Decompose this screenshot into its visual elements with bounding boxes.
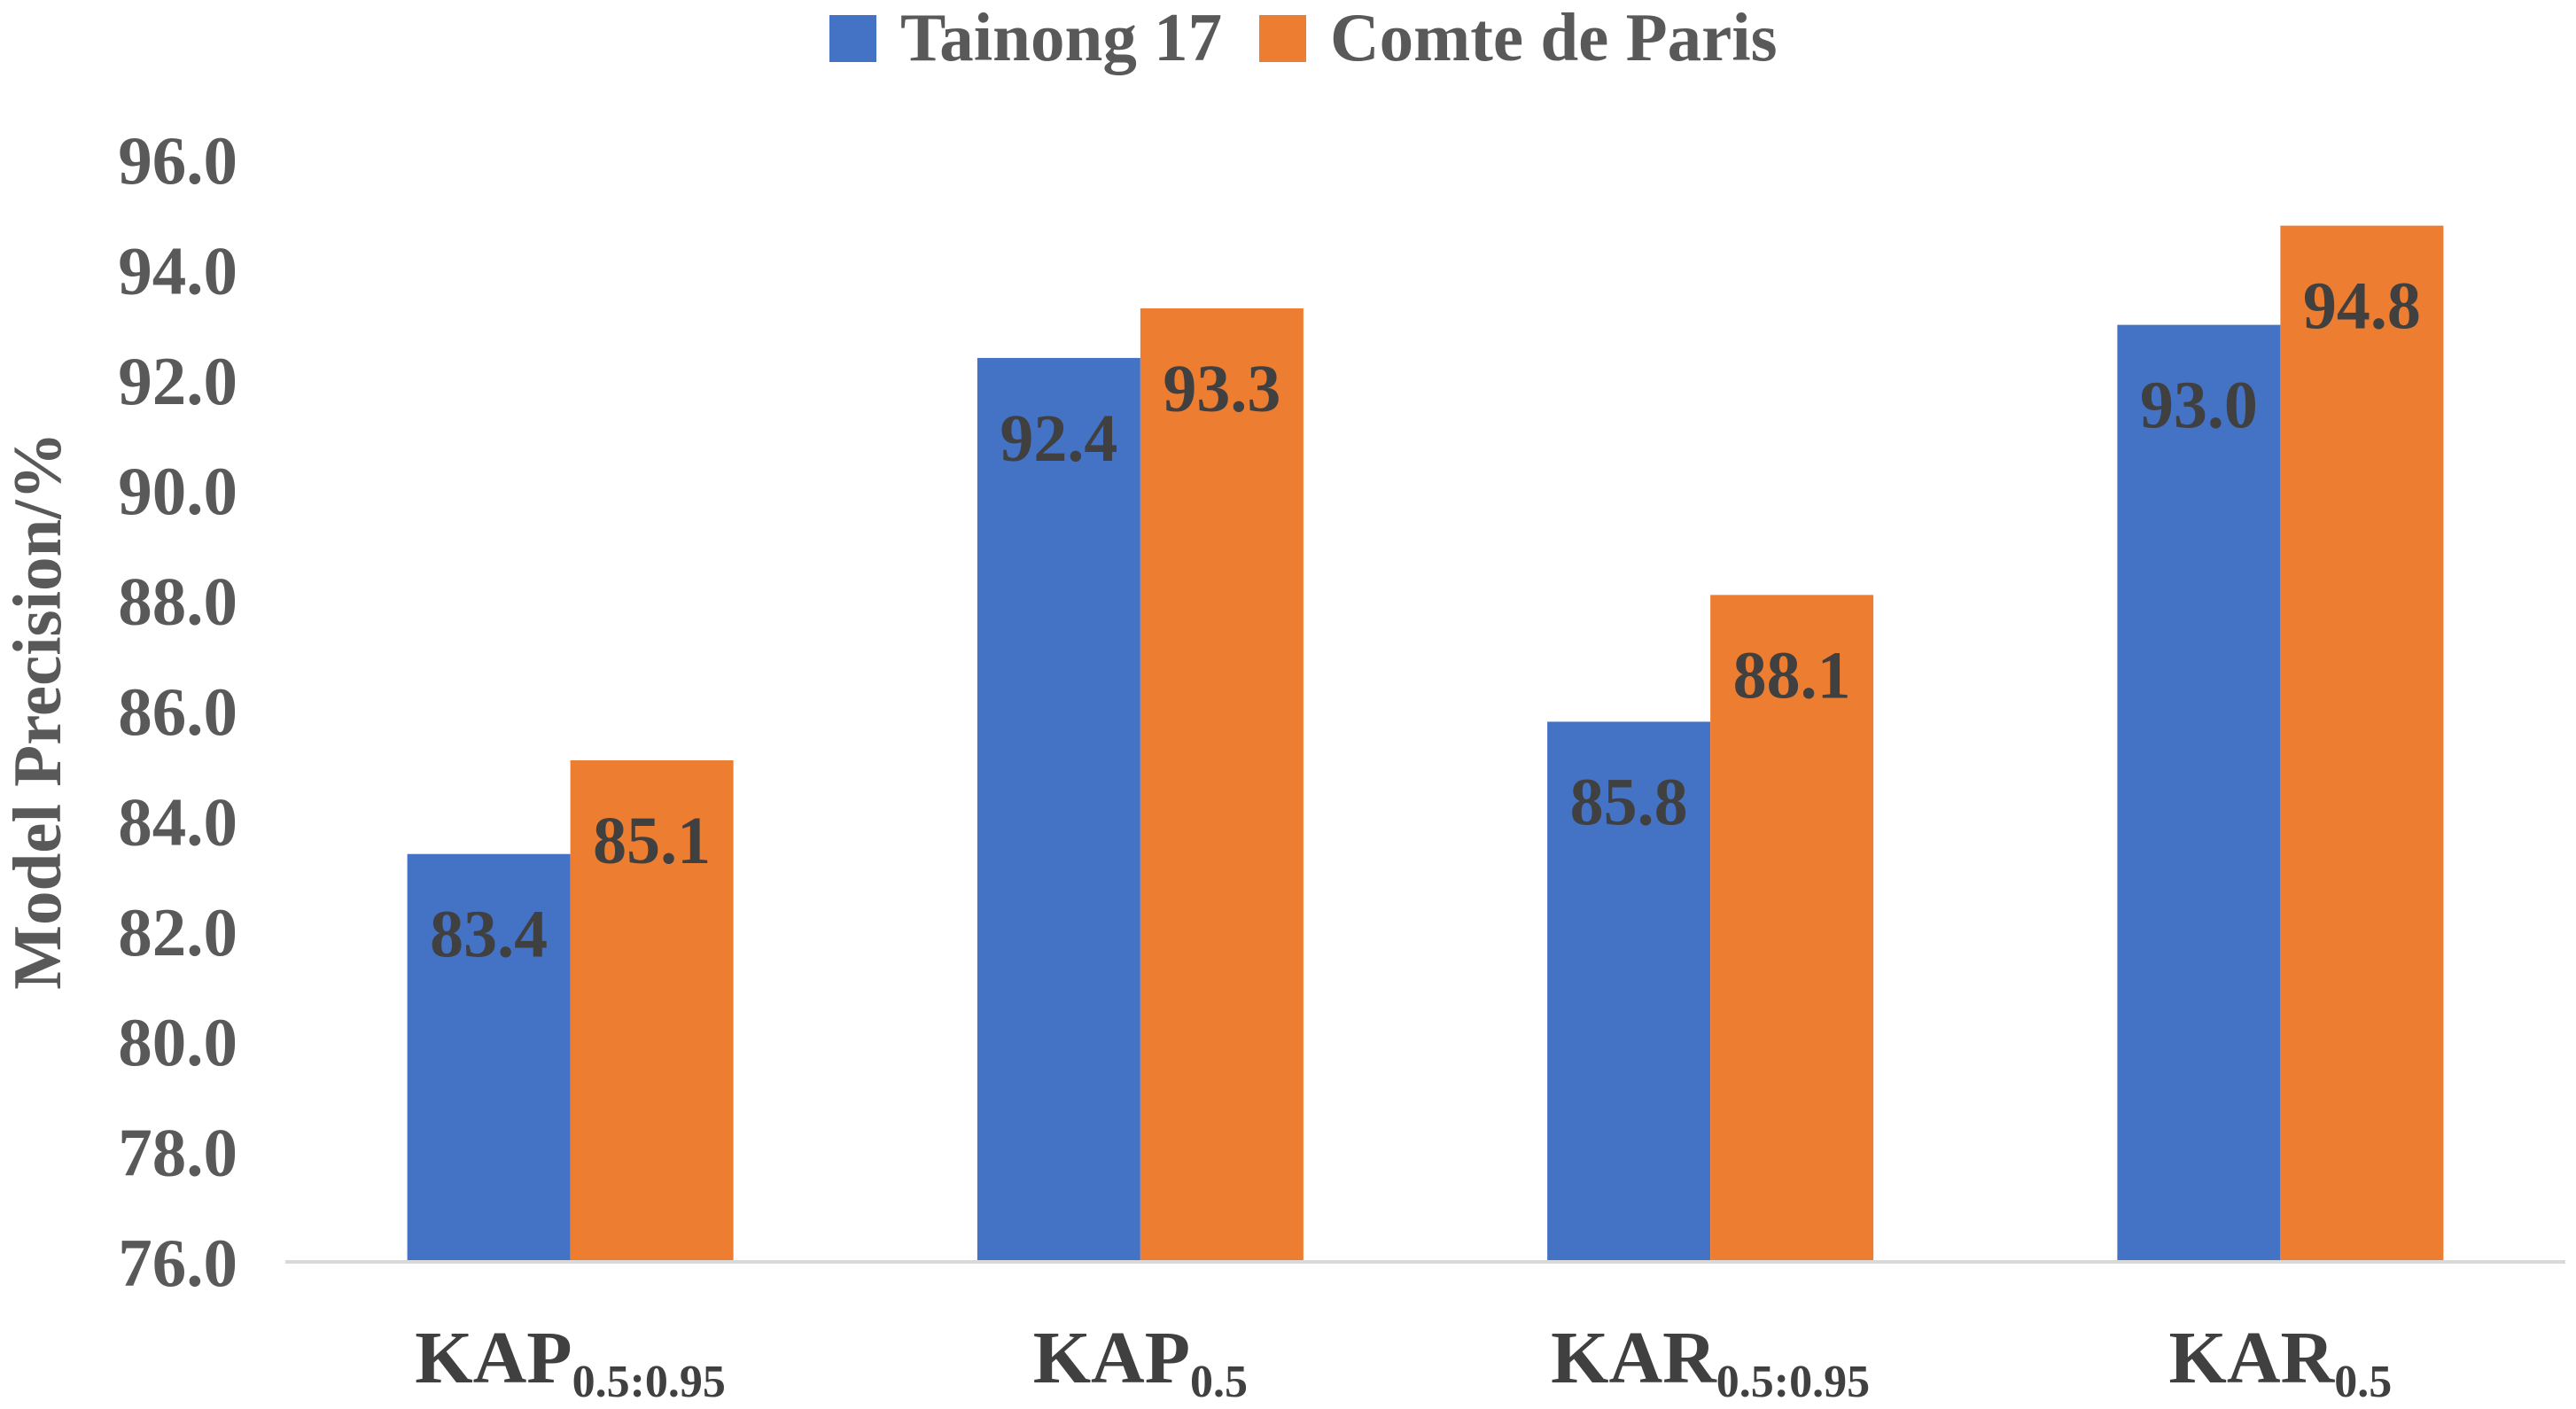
data-label: 93.0	[2140, 369, 2258, 443]
y-axis-title: Model Precision/%	[0, 432, 75, 989]
y-tick-label: 92.0	[118, 343, 237, 419]
data-label: 83.4	[430, 898, 548, 972]
data-labels: 83.4 85.1 92.4 93.3 85.8 88.1 93.0 94.8	[430, 269, 2421, 972]
y-tick-label: 86.0	[118, 673, 237, 750]
x-tick-label-base: KAP	[1033, 1317, 1190, 1399]
x-tick-label-subscript: 0.5:0.95	[1716, 1357, 1870, 1407]
bar-comte-de-paris-2	[1710, 595, 1874, 1262]
legend-swatch	[1259, 15, 1306, 62]
x-tick-label-base: KAP	[415, 1317, 572, 1399]
x-tick-label-base: KAR	[2169, 1317, 2336, 1399]
legend-label: Comte de Paris	[1330, 0, 1778, 75]
x-tick-label-subscript: 0.5:0.95	[572, 1357, 726, 1407]
x-tick-label: KAP0.5	[1033, 1317, 1248, 1407]
data-label: 92.4	[1000, 401, 1117, 476]
legend-swatch	[829, 15, 876, 62]
bar-tainong-17-2	[1547, 721, 1711, 1262]
legend: Tainong 17 Comte de Paris	[829, 0, 1778, 75]
y-tick-label: 90.0	[118, 453, 237, 529]
data-label: 93.3	[1163, 352, 1280, 426]
y-tick-label: 96.0	[118, 122, 237, 199]
x-tick-label: KAP0.5:0.95	[415, 1317, 726, 1407]
bar-tainong-17-3	[2117, 324, 2281, 1263]
y-tick-label: 78.0	[118, 1115, 237, 1191]
bar-tainong-17-1	[977, 357, 1140, 1262]
y-tick-label: 82.0	[118, 894, 237, 970]
y-tick-label: 80.0	[118, 1004, 237, 1080]
x-tick-label-subscript: 0.5	[1190, 1357, 1248, 1407]
data-label: 85.8	[1570, 765, 1688, 839]
x-tick-label-base: KAR	[1551, 1317, 1717, 1399]
y-axis: 76.0 78.0 80.0 82.0 84.0 86.0 88.0 90.0 92.0 94.0…	[118, 122, 237, 1301]
x-tick-label: KAR0.5	[2169, 1317, 2393, 1407]
bar-comte-de-paris-0	[570, 759, 734, 1262]
y-tick-label: 88.0	[118, 564, 237, 640]
y-tick-label: 84.0	[118, 783, 237, 860]
data-label: 85.1	[593, 804, 711, 878]
bars	[407, 225, 2444, 1263]
data-label: 94.8	[2303, 269, 2421, 344]
y-tick-label: 76.0	[118, 1225, 237, 1301]
legend-label: Tainong 17	[900, 0, 1222, 75]
bar-comte-de-paris-1	[1140, 307, 1304, 1263]
bar-tainong-17-0	[407, 853, 571, 1262]
y-tick-label: 94.0	[118, 232, 237, 308]
x-axis: KAP0.5:0.95 KAP0.5 KAR0.5:0.95 KAR0.5	[285, 1260, 2565, 1407]
x-tick-label: KAR0.5:0.95	[1551, 1317, 1870, 1407]
data-label: 88.1	[1733, 638, 1851, 712]
bar-comte-de-paris-3	[2280, 225, 2444, 1262]
x-tick-label-subscript: 0.5	[2334, 1357, 2392, 1407]
